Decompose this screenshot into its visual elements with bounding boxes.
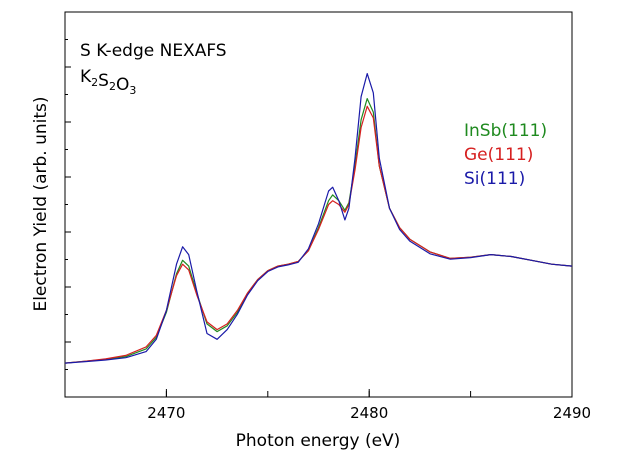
legend-entry-insb-111: InSb(111) xyxy=(464,121,547,141)
formula-element: O xyxy=(116,75,129,95)
formula-subscript: 3 xyxy=(129,84,136,97)
x-axis-label: Photon energy (eV) xyxy=(236,431,401,451)
legend-entry-ge-111: Ge(111) xyxy=(464,145,533,165)
legend-entry-si-111: Si(111) xyxy=(464,169,525,189)
formula-element: K xyxy=(80,67,92,87)
formula-element: S xyxy=(98,71,109,91)
series-line-ge-111 xyxy=(64,105,573,364)
x-ticks: 2470 2480 2490 xyxy=(64,389,591,422)
formula-subscript: 2 xyxy=(91,76,98,89)
series-line-si-111 xyxy=(64,73,573,364)
x-tick-label: 2490 xyxy=(553,404,591,422)
x-tick-label: 2480 xyxy=(350,404,388,422)
y-axis-label: Electron Yield (arb. units) xyxy=(31,96,51,311)
plot-area-frame xyxy=(64,11,573,398)
annotation-title: S K-edge NEXAFS xyxy=(80,41,227,61)
legend: InSb(111) Ge(111) Si(111) xyxy=(464,121,547,189)
x-tick-label: 2470 xyxy=(147,404,185,422)
annotation-formula: K2S2O3 xyxy=(80,67,136,97)
formula-subscript: 2 xyxy=(109,80,116,93)
y-ticks xyxy=(65,39,71,370)
series-layer xyxy=(64,73,573,364)
